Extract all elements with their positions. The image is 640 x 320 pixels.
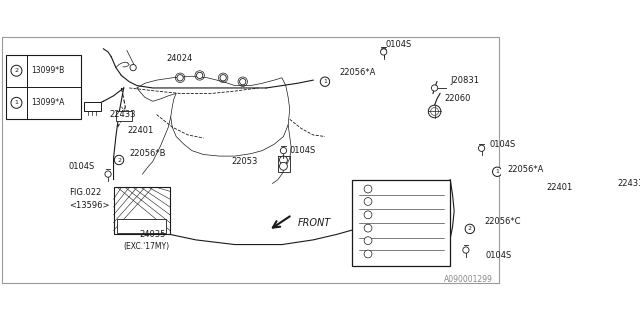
Bar: [84, 103, 98, 111]
Text: 2: 2: [468, 227, 472, 231]
Text: 22056*C: 22056*C: [484, 217, 520, 226]
Bar: [6, 55, 81, 119]
Text: 22433: 22433: [109, 110, 136, 119]
Text: 0104S: 0104S: [385, 40, 412, 49]
Circle shape: [364, 237, 372, 244]
Circle shape: [320, 77, 330, 86]
Text: 0104S: 0104S: [490, 140, 516, 149]
Bar: [118, 219, 166, 233]
Circle shape: [11, 65, 22, 76]
Text: 22053: 22053: [231, 157, 257, 166]
Circle shape: [364, 250, 372, 258]
Circle shape: [105, 171, 111, 177]
Bar: [84, 102, 101, 111]
Circle shape: [280, 162, 287, 170]
Circle shape: [364, 224, 372, 232]
Circle shape: [364, 211, 372, 219]
Circle shape: [428, 105, 441, 118]
Text: 24024: 24024: [167, 54, 193, 63]
Text: FRONT: FRONT: [298, 218, 331, 228]
Text: 24035: 24035: [140, 230, 166, 239]
Text: 1: 1: [495, 169, 499, 174]
Circle shape: [463, 247, 469, 253]
Circle shape: [465, 224, 474, 234]
Text: 22056*B: 22056*B: [129, 149, 166, 158]
Text: 2: 2: [117, 157, 121, 163]
Bar: [539, 188, 554, 197]
Text: <13596>: <13596>: [69, 201, 109, 210]
Text: 1: 1: [323, 79, 327, 84]
Circle shape: [130, 64, 136, 71]
Circle shape: [196, 72, 203, 79]
Circle shape: [177, 75, 183, 81]
Text: 1: 1: [15, 100, 19, 105]
Circle shape: [280, 156, 287, 164]
Bar: [116, 111, 132, 121]
Text: FIG.022: FIG.022: [69, 188, 101, 197]
Text: 22056*A: 22056*A: [508, 165, 544, 174]
Circle shape: [115, 155, 124, 165]
Circle shape: [381, 49, 387, 55]
Bar: [604, 167, 621, 176]
Text: 22060: 22060: [445, 94, 471, 103]
Circle shape: [364, 185, 372, 193]
Text: A090001299: A090001299: [444, 275, 493, 284]
Bar: [353, 180, 451, 266]
Text: 0104S: 0104S: [69, 162, 95, 171]
Text: (EXC.'17MY): (EXC.'17MY): [124, 242, 170, 251]
Text: 22433: 22433: [617, 179, 640, 188]
Circle shape: [382, 49, 385, 52]
Text: 0104S: 0104S: [290, 146, 316, 155]
Circle shape: [493, 167, 502, 176]
Circle shape: [431, 85, 438, 91]
Text: J20831: J20831: [451, 76, 479, 84]
Text: 22401: 22401: [547, 183, 573, 192]
Circle shape: [280, 148, 287, 154]
Text: 22056*A: 22056*A: [339, 68, 376, 77]
Circle shape: [11, 97, 22, 108]
Circle shape: [239, 79, 246, 85]
Text: 22401: 22401: [127, 126, 154, 135]
Text: 13099*B: 13099*B: [31, 66, 65, 75]
Circle shape: [479, 145, 484, 151]
Bar: [113, 188, 170, 234]
Circle shape: [364, 197, 372, 205]
Text: 2: 2: [15, 68, 19, 73]
Circle shape: [220, 75, 227, 81]
Text: 13099*A: 13099*A: [31, 98, 65, 107]
Text: 0104S: 0104S: [486, 251, 512, 260]
